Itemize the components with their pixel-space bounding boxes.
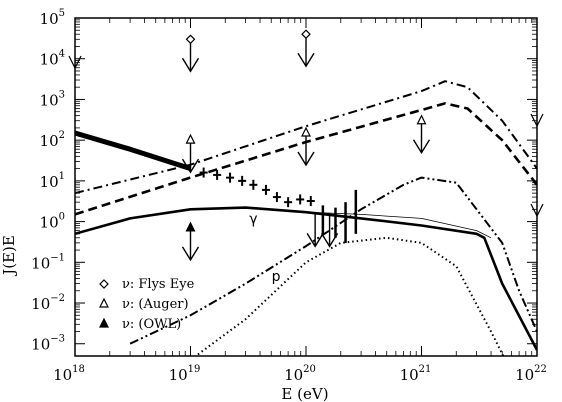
edge-arrow — [68, 55, 82, 70]
limit-arrow-head — [181, 57, 200, 73]
limit-arrow-head — [320, 233, 339, 248]
limit-marker-open-triangle — [185, 133, 196, 144]
limit-arrow-head — [181, 246, 200, 262]
y-tick-label: 10−2 — [31, 293, 65, 313]
y-tick-label: 103 — [40, 89, 65, 109]
legend-marker-open-triangle — [99, 297, 109, 308]
x-tick-label: 1019 — [169, 364, 201, 384]
y-axis-label: J(E)E — [0, 235, 18, 277]
y-tick-label: 10−3 — [31, 334, 65, 354]
annotation-label: γ — [249, 211, 257, 227]
x-tick-label: 1022 — [515, 364, 547, 384]
series-layer — [75, 80, 537, 356]
marks-layer: γp — [68, 29, 544, 285]
edge-arrow — [530, 113, 544, 128]
legend-label: ν: (OWL) — [122, 317, 181, 332]
y-tick-label: 102 — [40, 130, 65, 150]
x-tick-label: 1021 — [400, 364, 432, 384]
limit-marker-open-triangle — [301, 126, 311, 137]
series-line-dashdot — [75, 80, 537, 195]
series-line-solid-bold — [75, 130, 192, 171]
legend-marker-filled-triangle — [99, 317, 109, 328]
y-tick-label: 105 — [40, 8, 65, 28]
limit-arrow-head — [181, 158, 200, 174]
axes: 1018 1019 1020 1021 1022 10−3 10−2 10−1 100 101 10… — [31, 8, 547, 384]
legend-marker-diamond — [99, 279, 109, 289]
limit-arrow-head — [412, 139, 431, 155]
x-tick-label: 1020 — [284, 364, 316, 384]
limit-arrow-head — [297, 151, 315, 167]
limit-arrow-head — [306, 233, 324, 248]
y-tick-label: 10−1 — [31, 252, 65, 272]
limit-marker-filled-triangle — [185, 221, 196, 232]
series-line-solid-thin — [305, 211, 492, 239]
series-line-dashed — [75, 102, 537, 216]
legend-label: ν: Flys Eye — [122, 277, 195, 292]
limit-marker-open-triangle — [416, 114, 427, 125]
legend-label: ν: (Auger) — [122, 297, 189, 312]
limit-arrow-head — [297, 52, 315, 68]
legend: ν: Flys Eye ν: (Auger) ν: (OWL) — [99, 277, 195, 332]
x-axis-label: E (eV) — [281, 385, 328, 402]
y-tick-label: 101 — [40, 171, 65, 191]
y-tick-label: 104 — [40, 49, 65, 69]
edge-arrow — [530, 203, 544, 218]
series-line-dashdotdot — [129, 176, 537, 345]
limit-marker-diamond — [185, 34, 196, 45]
y-tick-label: 100 — [40, 212, 65, 232]
limit-marker-diamond — [301, 29, 311, 40]
x-tick-label: 1018 — [53, 364, 85, 384]
annotation-label: p — [272, 269, 281, 285]
series-line-dotted — [194, 236, 505, 356]
series-line-solid-thick — [75, 206, 537, 351]
